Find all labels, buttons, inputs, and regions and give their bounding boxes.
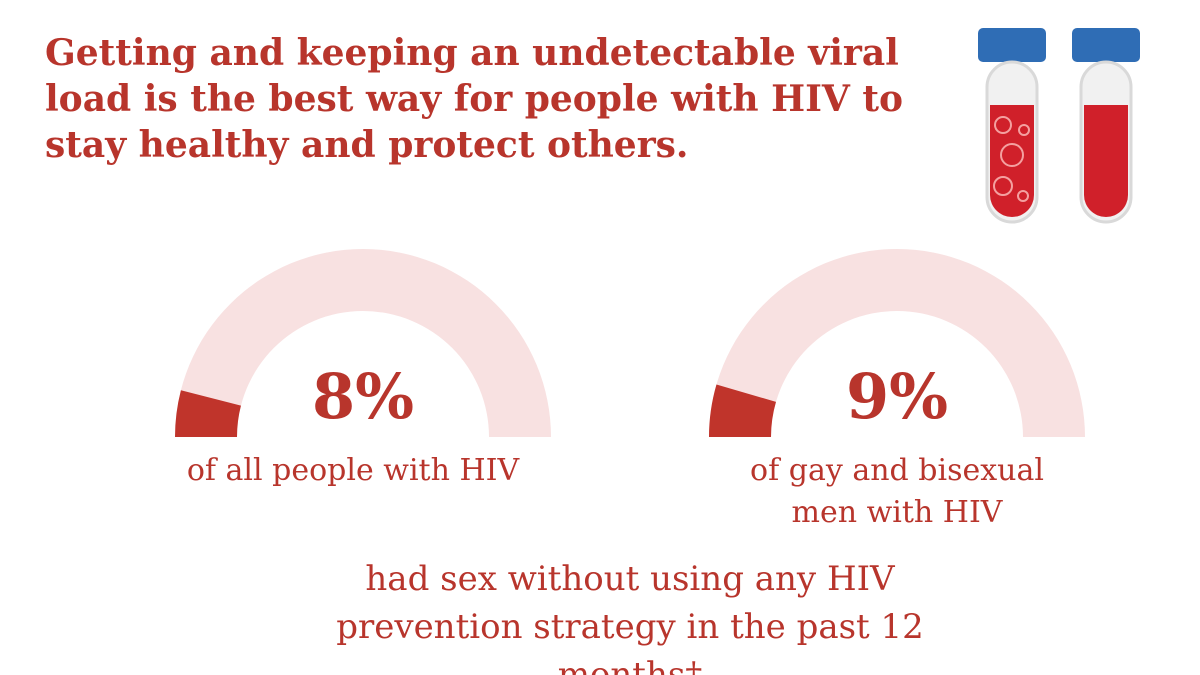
gauge-track [175, 249, 551, 437]
caption: had sex without using any HIV prevention… [336, 559, 924, 675]
value-label: 9% [845, 360, 949, 433]
gauge-label: of gay and bisexual men with HIV [750, 453, 1044, 530]
title: Getting and keeping an undetectable vira… [45, 32, 904, 166]
virus-icons [993, 116, 1030, 202]
gauge-label: of all people with HIV [186, 453, 520, 488]
gauge-value [709, 384, 776, 437]
tube-cap [1072, 28, 1140, 62]
test-tubes [978, 28, 1140, 224]
gauge-track [709, 249, 1085, 437]
tube-blood [1084, 105, 1128, 217]
tube-cap [978, 28, 1046, 62]
gauge-value [175, 390, 241, 437]
value-label: 8% [311, 360, 415, 433]
